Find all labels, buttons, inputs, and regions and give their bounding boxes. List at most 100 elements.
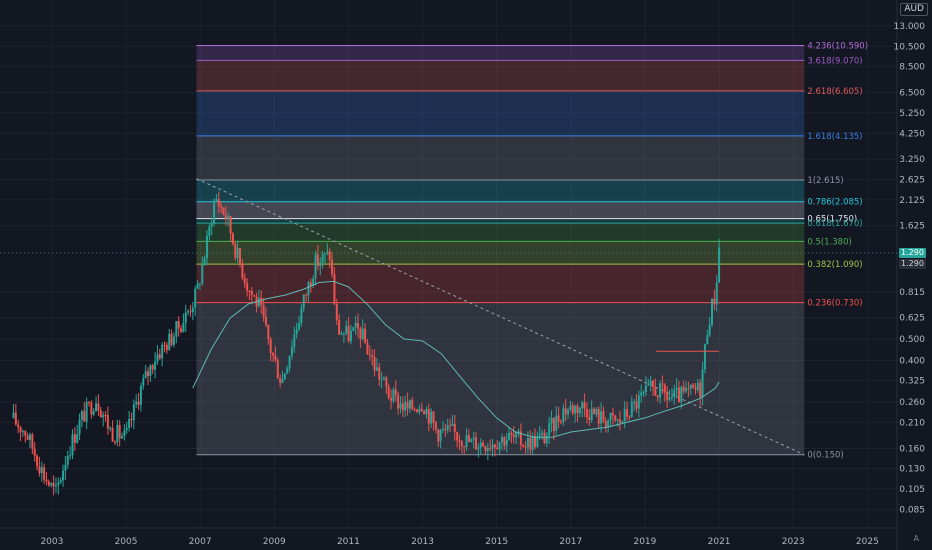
candle-body [692, 384, 695, 388]
fibonacci-level-label: 0.786(2.085) [807, 198, 862, 208]
candle-body [668, 397, 671, 400]
candle-body [616, 419, 619, 421]
candle-body [208, 226, 211, 236]
candle-body [597, 408, 600, 424]
candle-body [172, 336, 175, 345]
candle-body [205, 235, 208, 259]
candle-body [465, 435, 468, 447]
candle-body [366, 342, 369, 355]
candle-body [413, 409, 416, 411]
candle-body [708, 324, 711, 336]
candle-body [201, 264, 204, 284]
candle-body [522, 445, 525, 447]
candle-body [175, 321, 178, 337]
candle-body [614, 415, 617, 421]
candle-body [12, 412, 15, 418]
fibonacci-zone [196, 302, 805, 455]
candle-body [113, 441, 116, 443]
candle-body [90, 402, 93, 415]
candle-body [715, 282, 718, 305]
time-tick-label: 2019 [633, 537, 656, 547]
candle-body [423, 410, 426, 415]
candle-body [260, 297, 263, 305]
candle-body [444, 428, 447, 430]
candle-body [659, 383, 662, 398]
candle-body [187, 311, 190, 313]
candle-body [338, 319, 341, 335]
candle-body [59, 480, 62, 483]
fibonacci-level-label: 2.618(6.605) [807, 87, 862, 97]
candle-body [493, 444, 496, 448]
currency-badge[interactable]: AUD [900, 3, 928, 16]
candle-body [498, 442, 501, 450]
candle-body [123, 429, 126, 437]
candle-body [689, 384, 692, 389]
candle-body [246, 283, 249, 291]
candle-body [189, 311, 192, 313]
candle-body [378, 367, 381, 380]
price-tick-label: 13.000 [894, 22, 926, 32]
candle-body [602, 411, 605, 422]
price-axis[interactable]: 13.000 10.500 8.500 6.500 5.250 4.250 3.250 2.6… [894, 22, 926, 516]
candle-body [154, 361, 157, 370]
candle-body [611, 412, 614, 416]
candle-body [434, 422, 437, 430]
candle-body [500, 437, 503, 443]
candle-body [31, 434, 34, 449]
candle-body [595, 408, 598, 415]
candle-body [163, 344, 166, 346]
candle-body [62, 470, 65, 481]
candle-body [135, 401, 138, 405]
candle-body [286, 368, 289, 374]
time-axis[interactable]: 2003 2005 2007 2009 2011 2013 2015 2017 2019 2021… [40, 537, 878, 547]
candle-body [234, 243, 237, 258]
candle-body [427, 409, 430, 424]
candle-body [593, 408, 596, 415]
candle-body [649, 380, 652, 385]
fibonacci-level-label: 4.236(10.590) [807, 41, 868, 51]
auto-scale-button[interactable]: A [913, 534, 919, 543]
candle-body [250, 290, 253, 296]
candle-body [585, 408, 588, 418]
candle-body [600, 411, 603, 424]
fibonacci-level-label: 0.618(1.670) [807, 219, 862, 229]
candle-body [477, 447, 480, 450]
candle-body [314, 254, 317, 279]
candle-body [505, 440, 508, 446]
candle-body [685, 388, 688, 392]
candle-body [408, 399, 411, 409]
candle-body [382, 377, 385, 380]
candle-body [130, 418, 133, 421]
candle-body [309, 282, 312, 286]
candle-body [475, 437, 478, 450]
candle-body [446, 425, 449, 430]
candle-body [97, 403, 100, 411]
candle-body [706, 335, 709, 344]
candle-body [623, 408, 626, 422]
candle-body [220, 206, 223, 208]
time-tick-label: 2017 [559, 537, 582, 547]
candle-body [453, 423, 456, 432]
candle-body [111, 428, 114, 442]
candle-body [102, 415, 105, 418]
candle-body [626, 408, 629, 417]
candle-body [104, 415, 107, 417]
candle-body [569, 405, 572, 410]
candle-body [663, 384, 666, 393]
candle-body [21, 431, 24, 433]
candle-body [529, 437, 532, 450]
candle-body [328, 251, 331, 260]
candle-body [694, 387, 697, 390]
candle-body [699, 382, 702, 398]
candle-body [491, 444, 494, 449]
price-tick-label: 2.125 [899, 196, 925, 206]
candle-body [137, 401, 140, 405]
candle-body [503, 437, 506, 446]
candle-body [213, 200, 216, 224]
candle-body [50, 483, 53, 486]
candle-body [364, 328, 367, 343]
fibonacci-level-label: 0.236(0.730) [807, 299, 862, 309]
candle-body [87, 402, 90, 404]
candle-body [165, 344, 168, 351]
